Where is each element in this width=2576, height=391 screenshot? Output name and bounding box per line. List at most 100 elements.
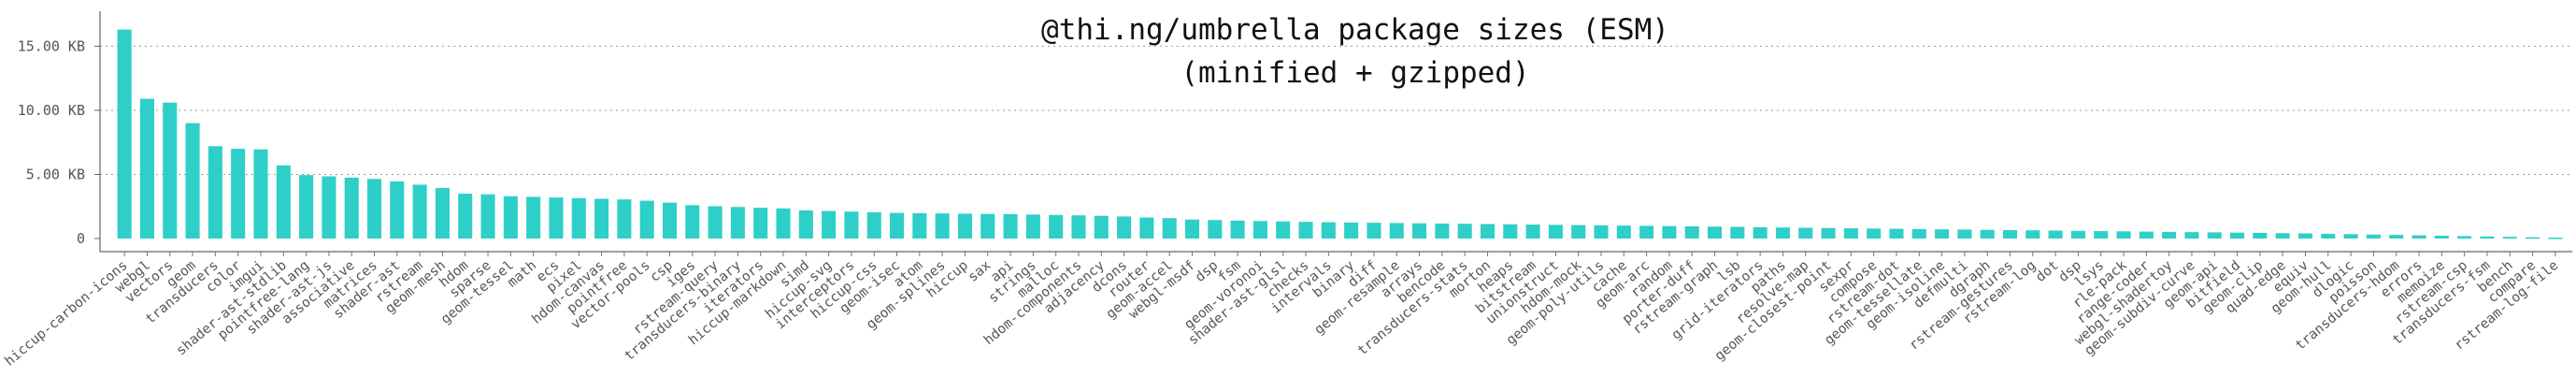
bar	[299, 175, 314, 239]
bar	[458, 194, 473, 239]
bar	[1230, 220, 1245, 239]
y-tick-labels: 0 5.00 KB 10.00 KB 15.00 KB	[18, 37, 85, 247]
bar	[1684, 225, 1699, 239]
bar	[435, 187, 450, 239]
bar	[139, 98, 154, 239]
bar	[1094, 215, 1109, 239]
bar	[2526, 237, 2540, 239]
bar	[844, 211, 859, 239]
bar	[2116, 231, 2131, 239]
bar	[1162, 218, 1177, 239]
bar	[2411, 235, 2426, 239]
bar	[1480, 224, 1496, 239]
bar	[617, 199, 632, 239]
bar	[2434, 235, 2449, 239]
bar	[344, 177, 359, 239]
bar	[2343, 234, 2358, 239]
bar	[1344, 222, 1359, 239]
y-tick-label: 15.00 KB	[18, 37, 85, 54]
x-tick-labels: hiccup-carbon-iconswebglvectorsgeomtrans…	[2, 258, 2561, 369]
bar	[1117, 216, 1132, 239]
bar	[957, 213, 972, 239]
bar	[798, 210, 813, 239]
bar	[1616, 225, 1631, 239]
bar	[662, 202, 678, 239]
bar	[1049, 214, 1064, 239]
bar	[1662, 225, 1677, 239]
bar	[2048, 230, 2063, 239]
bar	[1321, 222, 1336, 239]
bar	[253, 149, 268, 239]
bar	[1139, 217, 1154, 239]
chart-title: @thi.ng/umbrella package sizes (ESM)	[1041, 13, 1669, 47]
bar	[1911, 228, 1926, 239]
bar	[1843, 228, 1858, 239]
bar	[1389, 223, 1404, 239]
bar	[2025, 230, 2040, 239]
bar	[1821, 227, 1836, 239]
bar	[185, 123, 200, 239]
bar	[2070, 230, 2085, 239]
bar	[866, 211, 881, 239]
bar	[1298, 222, 1313, 239]
bar	[1435, 223, 1450, 239]
bar	[1252, 221, 1267, 239]
bar	[935, 213, 950, 239]
y-tick-label: 10.00 KB	[18, 102, 85, 119]
bar	[708, 206, 723, 239]
bar	[480, 194, 495, 239]
bar	[390, 181, 405, 239]
bar	[1798, 227, 1813, 239]
bar	[1276, 221, 1291, 239]
bar	[2275, 233, 2290, 239]
chart-subtitle: (minified + gzipped)	[1181, 56, 1529, 90]
bar	[1935, 229, 1950, 239]
bar	[980, 213, 995, 239]
bar	[890, 212, 905, 239]
bar	[503, 196, 518, 239]
bar	[117, 29, 132, 239]
bar	[571, 197, 586, 239]
y-tick-label: 5.00 KB	[26, 166, 85, 182]
bar	[549, 197, 564, 239]
bar	[2002, 229, 2018, 239]
bar	[1184, 219, 1200, 239]
bar	[1957, 229, 1972, 239]
bar	[685, 205, 700, 239]
bar	[276, 165, 291, 239]
bar	[1071, 215, 1086, 239]
bar	[2184, 232, 2199, 239]
bar	[2253, 232, 2268, 239]
bar	[1367, 223, 1381, 239]
bar	[322, 176, 336, 239]
bar	[2480, 236, 2495, 239]
bar	[2230, 232, 2245, 239]
bar	[1639, 225, 1654, 239]
bar	[1594, 224, 1609, 239]
bar	[1548, 224, 1563, 239]
bar	[753, 208, 768, 239]
bar	[1753, 226, 1767, 239]
bar	[639, 200, 654, 239]
bar	[1867, 228, 1882, 239]
bar	[2162, 231, 2177, 239]
bar	[2457, 236, 2472, 239]
bar	[1503, 224, 1518, 239]
bar	[594, 198, 609, 239]
bar	[1708, 226, 1723, 239]
bar	[526, 196, 541, 239]
bar	[2548, 238, 2563, 239]
bar	[2502, 237, 2517, 239]
bar	[776, 208, 791, 239]
x-tick-label: hiccup-carbon-icons	[2, 258, 130, 369]
bar	[1025, 214, 1040, 239]
bar	[2389, 235, 2404, 239]
bar	[1412, 223, 1427, 239]
bar	[231, 149, 246, 239]
bar	[2366, 234, 2381, 239]
bar	[2297, 233, 2313, 239]
bars	[117, 29, 2563, 239]
bar	[730, 207, 745, 239]
bar	[2207, 232, 2222, 239]
axes	[94, 11, 2572, 256]
